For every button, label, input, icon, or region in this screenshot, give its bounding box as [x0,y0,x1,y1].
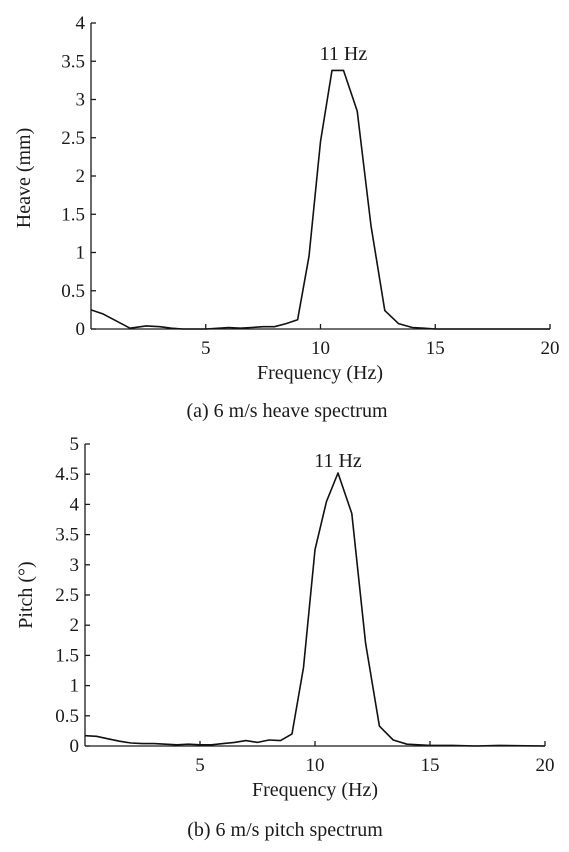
heave-y-tick-label: 1 [76,243,86,264]
heave-y-tick-label: 2.5 [61,128,85,149]
pitch-y-tick-label: 3 [70,555,80,576]
heave-y-tick-label: 0 [76,319,86,340]
pitch-annotation: 11 Hz [314,450,362,472]
pitch-y-tick-label: 5 [70,434,80,455]
pitch-y-tick-label: 2 [70,615,80,636]
pitch-y-tick-label: 1.5 [55,645,79,666]
pitch-y-tick-label: 4 [70,494,80,515]
heave-x-tick-label: 5 [201,338,211,359]
heave-y-tick-label: 3.5 [61,51,85,72]
pitch-caption: (b) 6 m/s pitch spectrum [187,819,383,841]
pitch-y-tick-label: 2.5 [55,585,79,606]
heave-annotation: 11 Hz [320,43,368,65]
heave-spectrum-line [90,69,550,330]
pitch-chart-panel: 11 Hz Pitch (°) Frequency (Hz) (b) 6 m/s… [15,434,555,841]
heave-x-tick-label: 15 [426,338,445,359]
pitch-ylabel: Pitch (°) [15,561,37,628]
pitch-x-tick-label: 20 [536,755,555,776]
pitch-spectrum-line [84,472,546,747]
heave-x-tick-label: 10 [311,338,330,359]
heave-chart-panel: 11 Hz Heave (mm) Frequency (Hz) (a) 6 m/… [13,13,560,422]
pitch-y-tick-label: 1 [70,676,80,697]
heave-y-tick-label: 1.5 [61,204,85,225]
pitch-y-tick-label: 0 [70,736,80,757]
heave-y-tick-label: 4 [76,13,86,34]
heave-x-tick-label: 20 [541,338,560,359]
heave-ylabel: Heave (mm) [13,128,35,229]
pitch-y-tick-label: 4.5 [55,464,79,485]
pitch-x-tick-label: 15 [421,755,440,776]
pitch-x-tick-label: 10 [306,755,325,776]
pitch-y-tick-label: 3.5 [55,525,79,546]
heave-caption: (a) 6 m/s heave spectrum [186,400,387,422]
heave-y-tick-label: 2 [76,166,86,187]
heave-y-tick-label: 0.5 [61,281,85,302]
pitch-x-tick-label: 5 [195,755,205,776]
pitch-y-tick-label: 0.5 [55,706,79,727]
pitch-xlabel: Frequency (Hz) [252,779,378,801]
heave-y-tick-label: 3 [76,90,86,111]
heave-xlabel: Frequency (Hz) [257,362,383,384]
